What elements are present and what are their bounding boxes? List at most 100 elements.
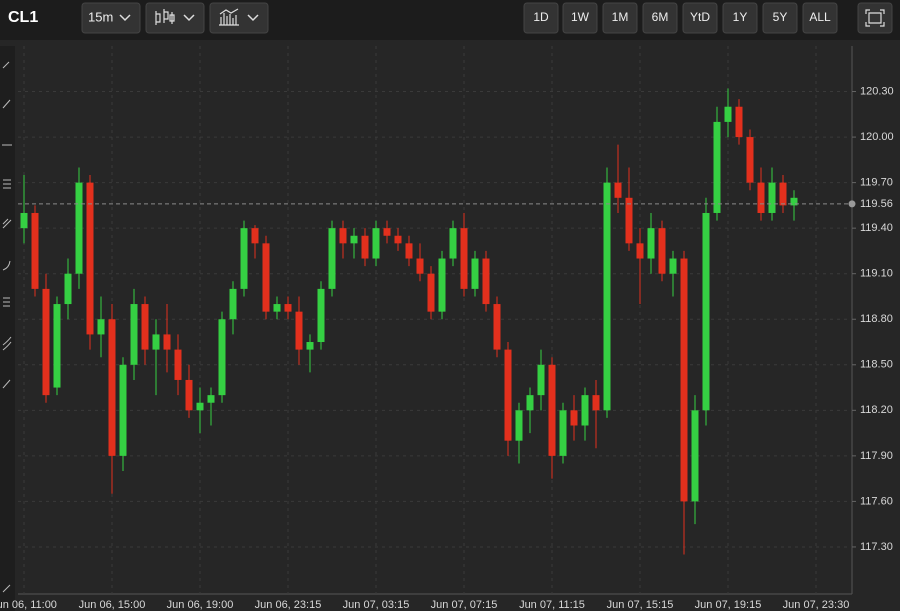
y-tick-label: 120.30 bbox=[860, 85, 894, 97]
x-tick-label: Jun 07, 19:15 bbox=[695, 599, 762, 611]
range-label: 1W bbox=[571, 10, 590, 24]
candle-body bbox=[317, 288, 325, 343]
candle-body bbox=[141, 304, 149, 350]
x-tick-label: Jun 06, 11:00 bbox=[0, 599, 57, 611]
y-tick-label: 119.10 bbox=[860, 268, 893, 280]
candle-body bbox=[614, 182, 622, 198]
y-tick-label: 120.00 bbox=[860, 131, 894, 143]
candle-body bbox=[559, 410, 567, 456]
range-label: ALL bbox=[809, 10, 831, 24]
x-tick-label: Jun 07, 07:15 bbox=[431, 599, 498, 611]
candle-body bbox=[130, 304, 138, 365]
candle-body bbox=[625, 197, 633, 244]
candle-body bbox=[746, 137, 754, 183]
tool-icon[interactable] bbox=[2, 336, 12, 351]
candle-body bbox=[119, 364, 127, 456]
tool-icon[interactable] bbox=[2, 218, 12, 229]
candle-body bbox=[691, 410, 699, 502]
candle-body bbox=[42, 288, 50, 396]
symbol: CL1 bbox=[8, 9, 38, 26]
last-price-label: 119.56 bbox=[860, 198, 893, 210]
candle-body bbox=[724, 106, 732, 122]
tool-icon[interactable] bbox=[2, 99, 11, 109]
interval-button[interactable] bbox=[81, 2, 141, 34]
tool-icon[interactable] bbox=[3, 179, 11, 189]
range-label: 1Y bbox=[733, 10, 748, 24]
candle-body bbox=[735, 106, 743, 138]
candle-body bbox=[768, 182, 776, 213]
tool-icon[interactable] bbox=[2, 379, 11, 389]
x-tick-label: Jun 06, 19:00 bbox=[167, 599, 234, 611]
range-button[interactable] bbox=[682, 2, 718, 34]
range-button[interactable] bbox=[562, 2, 598, 34]
candle-body bbox=[262, 243, 270, 312]
candle-body bbox=[460, 228, 468, 289]
range-button[interactable] bbox=[802, 2, 838, 34]
candle-body bbox=[537, 364, 545, 396]
candle-body bbox=[438, 258, 446, 312]
dropdown-arrow bbox=[247, 14, 259, 22]
tool-icon[interactable] bbox=[2, 584, 11, 593]
candle-body bbox=[757, 182, 765, 213]
interval: 15m bbox=[88, 9, 113, 24]
candle-body bbox=[284, 304, 292, 312]
candle-body bbox=[526, 395, 534, 411]
tool-icon[interactable] bbox=[2, 61, 10, 69]
candle-body bbox=[218, 319, 226, 396]
chart-type-button[interactable] bbox=[145, 2, 205, 34]
candle-body bbox=[504, 349, 512, 441]
candle-body bbox=[790, 197, 798, 206]
candle-body bbox=[669, 258, 677, 274]
candle-body bbox=[152, 334, 160, 350]
candle-body bbox=[471, 258, 479, 289]
candle-body bbox=[449, 228, 457, 259]
candle-body bbox=[482, 258, 490, 305]
candle-body bbox=[647, 228, 655, 259]
candle-body bbox=[581, 395, 589, 426]
candle-body bbox=[97, 319, 105, 335]
candle-body bbox=[31, 212, 39, 289]
candle-body bbox=[108, 319, 116, 456]
candle-body bbox=[229, 288, 237, 320]
candle-body bbox=[779, 182, 787, 206]
range-button[interactable] bbox=[642, 2, 678, 34]
candle-body bbox=[339, 228, 347, 244]
dropdown-arrow bbox=[119, 14, 131, 22]
candle-body bbox=[328, 228, 336, 289]
candle-body bbox=[306, 342, 314, 350]
candle-body bbox=[53, 304, 61, 388]
x-tick-label: Jun 07, 23:30 bbox=[783, 599, 850, 611]
candle-body bbox=[361, 235, 369, 259]
y-tick-label: 119.70 bbox=[860, 177, 893, 189]
candle-body bbox=[20, 212, 28, 229]
candle-body bbox=[196, 402, 204, 411]
range-button[interactable] bbox=[523, 2, 559, 34]
range-button[interactable] bbox=[762, 2, 798, 34]
tool-icon[interactable] bbox=[2, 260, 11, 271]
x-tick-label: Jun 07, 15:15 bbox=[607, 599, 674, 611]
y-tick-label: 117.90 bbox=[860, 450, 893, 462]
y-tick-label: 118.50 bbox=[860, 359, 893, 371]
y-tick-label: 117.60 bbox=[860, 495, 893, 507]
candle-body bbox=[273, 304, 281, 312]
candle-body bbox=[251, 228, 259, 244]
range-button[interactable] bbox=[722, 2, 758, 34]
y-tick-label: 117.30 bbox=[860, 541, 893, 553]
candle-body bbox=[493, 304, 501, 350]
x-tick-label: Jun 07, 03:15 bbox=[343, 599, 410, 611]
candle-body bbox=[603, 182, 611, 411]
candle-body bbox=[592, 395, 600, 411]
candle-body bbox=[570, 410, 578, 426]
candle-body bbox=[295, 311, 303, 350]
tool-icon[interactable] bbox=[3, 297, 10, 307]
candle-body bbox=[163, 334, 171, 350]
candle-body bbox=[383, 228, 391, 236]
candle-body bbox=[702, 212, 710, 411]
candle-body bbox=[427, 273, 435, 312]
x-tick-label: Jun 06, 23:15 bbox=[255, 599, 322, 611]
range-button[interactable] bbox=[602, 2, 638, 34]
fullscreen-button[interactable] bbox=[857, 2, 893, 34]
indicator-button[interactable] bbox=[209, 2, 269, 34]
